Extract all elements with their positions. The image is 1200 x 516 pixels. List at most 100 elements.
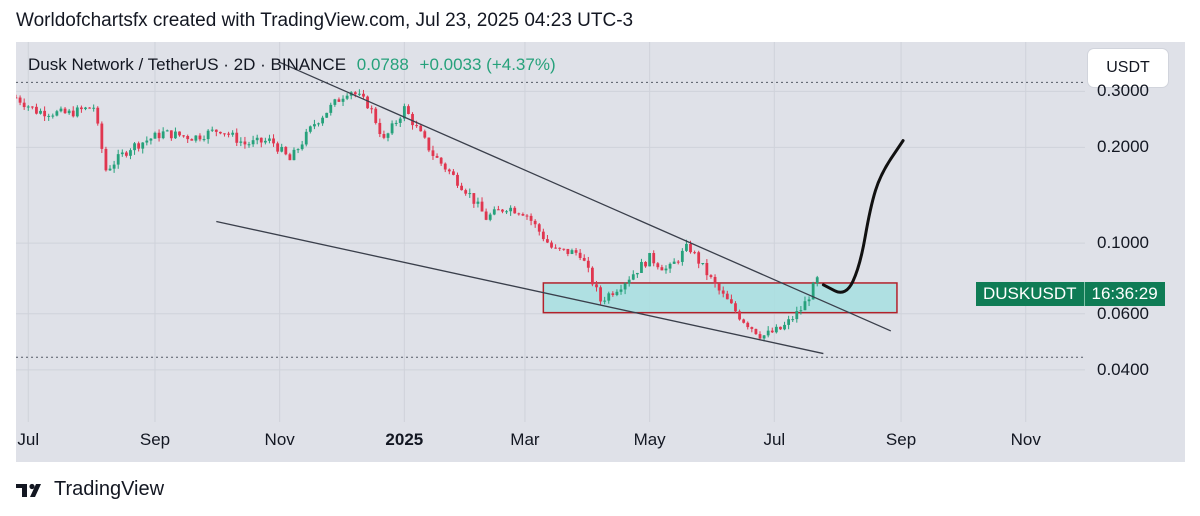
time-tick-label: Nov bbox=[264, 430, 295, 449]
price-tick-label: 0.2000 bbox=[1097, 137, 1149, 157]
candle-body bbox=[108, 168, 112, 171]
price-chart-svg bbox=[16, 42, 1085, 422]
candle-body bbox=[709, 275, 713, 277]
candle-body bbox=[562, 248, 566, 250]
candle-body bbox=[492, 209, 496, 215]
candle-body bbox=[288, 154, 292, 161]
candle-body bbox=[251, 140, 255, 145]
candle-body bbox=[18, 97, 22, 103]
candle-body bbox=[619, 289, 623, 292]
candle-body bbox=[210, 129, 214, 131]
candle-body bbox=[116, 154, 120, 165]
candle-body bbox=[255, 137, 259, 141]
candle-body bbox=[374, 108, 378, 123]
candle-body bbox=[366, 96, 369, 109]
candle-body bbox=[362, 93, 365, 97]
candle-body bbox=[394, 122, 398, 124]
candle-body bbox=[16, 97, 18, 99]
candle-body bbox=[533, 220, 537, 225]
price-tick-label: 0.1000 bbox=[1097, 233, 1149, 253]
candle-body bbox=[218, 131, 222, 134]
candle-body bbox=[80, 107, 83, 110]
candle-body bbox=[276, 143, 280, 152]
time-tick-label: Mar bbox=[510, 430, 540, 449]
candle-body bbox=[631, 274, 635, 280]
candle-body bbox=[317, 123, 320, 125]
candle-body bbox=[685, 243, 688, 251]
tradingview-brand: TradingView bbox=[16, 478, 164, 501]
candle-body bbox=[55, 111, 59, 116]
candle-body bbox=[284, 146, 288, 155]
candle-body bbox=[644, 261, 647, 267]
projection-arrow-curve bbox=[821, 139, 905, 294]
candle-body bbox=[26, 106, 30, 108]
candle-body bbox=[496, 209, 500, 211]
time-tick-label: 2025 bbox=[385, 430, 424, 449]
candle-body bbox=[124, 152, 128, 156]
candle-body bbox=[235, 132, 239, 143]
candle-body bbox=[762, 335, 766, 339]
candle-body bbox=[296, 149, 300, 151]
support-trendline bbox=[216, 220, 824, 355]
candle-body bbox=[754, 328, 758, 335]
candle-body bbox=[774, 326, 778, 333]
candle-body bbox=[586, 260, 590, 268]
candle-body bbox=[803, 301, 807, 311]
candle-body bbox=[721, 290, 725, 294]
candle-body bbox=[729, 299, 733, 304]
candle-body bbox=[431, 150, 435, 156]
candle-body bbox=[570, 250, 574, 254]
candle-body bbox=[811, 283, 815, 300]
candle-body bbox=[321, 117, 324, 124]
candle-body bbox=[214, 129, 218, 132]
candle-body bbox=[472, 193, 476, 204]
candle-body bbox=[815, 277, 819, 284]
candle-body bbox=[333, 99, 337, 105]
time-tick-label: May bbox=[633, 430, 666, 449]
candle-body bbox=[120, 152, 124, 155]
candle-body bbox=[407, 106, 410, 114]
candle-body bbox=[713, 276, 717, 284]
candle-body bbox=[280, 146, 284, 152]
candle-body bbox=[292, 149, 296, 161]
candle-body bbox=[129, 150, 132, 156]
candle-body bbox=[145, 140, 149, 143]
candle-body bbox=[480, 201, 484, 212]
chart-caption: Worldofchartsfx created with TradingView… bbox=[16, 10, 634, 31]
candle-body bbox=[525, 215, 529, 217]
candle-body bbox=[501, 209, 504, 212]
bar-countdown: 16:36:29 bbox=[1083, 282, 1165, 306]
candle-body bbox=[423, 131, 427, 138]
price-tick-label: 0.0600 bbox=[1097, 303, 1149, 323]
candle-body bbox=[460, 185, 463, 191]
candle-body bbox=[447, 169, 451, 172]
candle-body bbox=[770, 330, 774, 333]
candle-body bbox=[243, 141, 247, 145]
candle-body bbox=[456, 174, 459, 186]
candle-body bbox=[697, 252, 701, 264]
candle-body bbox=[153, 132, 157, 139]
candle-body bbox=[640, 261, 643, 273]
candle-body bbox=[635, 272, 639, 275]
candle-body bbox=[308, 126, 312, 132]
candle-body bbox=[787, 319, 791, 325]
candle-body bbox=[263, 140, 267, 143]
candle-body bbox=[174, 131, 177, 139]
candle-body bbox=[206, 130, 210, 140]
time-tick-label: Sep bbox=[139, 430, 171, 449]
candle-body bbox=[676, 261, 680, 263]
candle-body bbox=[272, 138, 275, 144]
candle-body bbox=[231, 132, 235, 135]
candle-body bbox=[529, 215, 533, 221]
candle-body bbox=[59, 108, 63, 112]
candle-body bbox=[92, 107, 96, 109]
candle-body bbox=[47, 115, 51, 117]
candle-body bbox=[227, 133, 230, 135]
currency-button[interactable]: USDT bbox=[1088, 49, 1168, 87]
time-tick-label: Jul bbox=[17, 430, 40, 449]
candle-body bbox=[378, 122, 382, 135]
candle-body bbox=[390, 123, 394, 134]
candle-body bbox=[660, 267, 664, 271]
candle-body bbox=[313, 124, 316, 127]
chart-area[interactable] bbox=[16, 42, 1185, 462]
